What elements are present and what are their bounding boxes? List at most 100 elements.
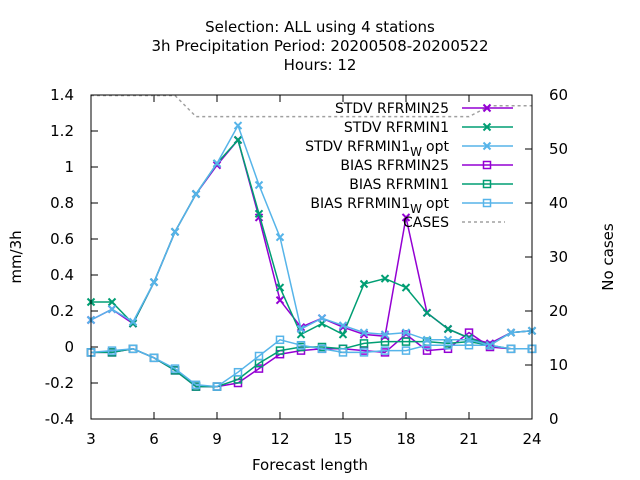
series-6	[91, 94, 532, 118]
legend-marker	[482, 179, 492, 189]
data-point	[485, 340, 495, 350]
data-point	[401, 346, 411, 355]
y-tick-label: -0.2	[45, 374, 74, 392]
data-point	[254, 209, 264, 219]
data-point	[275, 283, 285, 292]
title-line-3: Hours: 12	[284, 56, 357, 74]
data-point	[254, 180, 264, 190]
data-point	[338, 348, 348, 357]
legend-swatch	[462, 141, 513, 151]
data-point	[401, 328, 411, 337]
legend-label-main: STDV RFRMIN1	[344, 120, 449, 136]
data-point	[485, 340, 495, 350]
x-axis-label: Forecast length	[252, 456, 368, 474]
x-tick-label: 9	[212, 430, 222, 448]
legend-label: BIAS RFRMIN1	[349, 177, 449, 193]
data-point	[359, 339, 369, 348]
plot-area	[86, 94, 537, 391]
data-point	[212, 382, 222, 391]
y-tick-label: 0	[64, 338, 74, 356]
y-tick-label: 0.2	[50, 302, 74, 320]
series-line	[90, 123, 533, 347]
data-point	[254, 351, 264, 361]
legend-label-tail: opt	[426, 139, 449, 155]
series-1	[86, 135, 537, 350]
y-tick-label: 0.4	[50, 266, 74, 284]
data-point	[317, 344, 327, 354]
x-tick-label: 6	[149, 430, 159, 448]
data-point	[128, 317, 138, 327]
series-2	[86, 121, 537, 350]
legend-label-sub: W	[410, 202, 422, 216]
series-line	[90, 138, 533, 345]
data-point	[233, 121, 243, 130]
y2-axis-label: No cases	[599, 223, 617, 291]
legend-swatch	[462, 122, 513, 132]
data-point	[401, 337, 411, 346]
y-tick-label: 1.4	[50, 86, 74, 104]
x-tick-label: 21	[459, 430, 478, 448]
data-point	[485, 339, 495, 348]
plot-frame	[90, 94, 533, 420]
y2-tick-label: 20	[549, 302, 568, 320]
legend-label: STDV RFRMIN1	[344, 120, 449, 136]
series-line	[91, 94, 532, 118]
legend-marker	[482, 198, 492, 208]
legend-label-main: BIAS RFRMIN25	[340, 158, 449, 174]
legend-marker	[482, 122, 492, 132]
data-point	[317, 313, 327, 323]
data-point	[401, 213, 411, 222]
data-point	[275, 295, 285, 305]
legend-swatch	[462, 179, 513, 189]
y-tick-label: 0.6	[50, 230, 74, 248]
data-point	[422, 340, 432, 350]
data-point	[422, 308, 432, 318]
data-point	[275, 346, 285, 355]
data-point	[107, 304, 117, 314]
axis-ticks: 3 6 9 12 15 18 21 24 -0.4 -0.2 0 0.2 0.4 0.6 0.8 1 1.2 1.…	[45, 86, 568, 448]
x-tick-label: 15	[333, 430, 352, 448]
y-axis-label: mm/3h	[7, 230, 25, 283]
data-point	[107, 346, 117, 355]
legend-marker	[482, 141, 492, 151]
data-point	[149, 353, 159, 363]
data-point	[506, 344, 516, 354]
series-line	[91, 138, 533, 347]
data-point	[107, 297, 117, 307]
series-5	[86, 335, 537, 391]
data-point	[338, 321, 348, 330]
data-point	[464, 335, 474, 345]
legend-label-main: STDV RFRMIN25	[335, 101, 449, 117]
x-tick-label: 24	[522, 430, 541, 448]
legend-label-main: BIAS RFRMIN1	[310, 196, 410, 212]
data-point	[464, 328, 474, 337]
legend-label-main: BIAS RFRMIN1	[349, 177, 449, 193]
data-point	[275, 335, 285, 345]
data-point	[149, 277, 159, 287]
legend-label-main: CASES	[403, 215, 449, 231]
data-point	[380, 274, 390, 283]
y2-tick-label: 40	[549, 194, 568, 212]
data-point	[380, 337, 390, 346]
data-point	[338, 330, 348, 339]
data-point	[191, 380, 201, 390]
y2-tick-label: 50	[549, 140, 568, 158]
data-point	[380, 346, 390, 355]
series-0	[86, 135, 537, 348]
data-point	[296, 324, 306, 334]
data-point	[128, 344, 138, 354]
y2-tick-label: 30	[549, 248, 568, 266]
data-point	[233, 135, 243, 145]
x-tick-label: 3	[86, 430, 96, 448]
data-point	[170, 364, 180, 373]
data-point	[506, 328, 516, 337]
data-point	[443, 324, 453, 334]
data-point	[443, 335, 453, 345]
data-point	[401, 283, 411, 292]
y2-tick-label: 10	[549, 356, 568, 374]
legend-marker	[482, 160, 492, 170]
legend-label: STDV RFRMIN25	[335, 101, 449, 117]
legend-label: CASES	[403, 215, 449, 231]
